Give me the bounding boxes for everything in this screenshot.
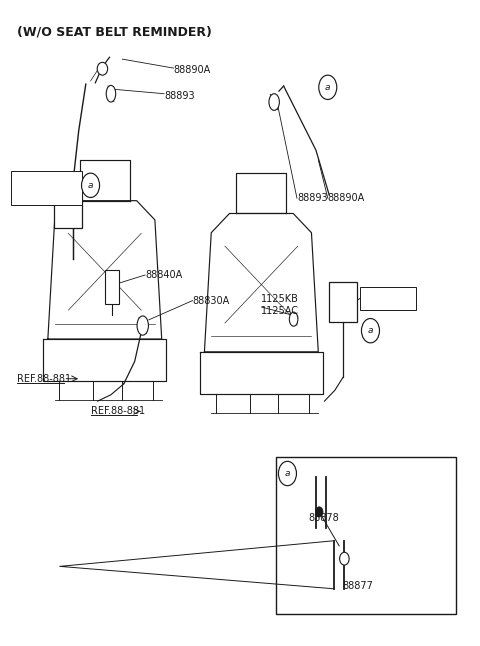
- Ellipse shape: [269, 94, 279, 110]
- Ellipse shape: [97, 63, 108, 75]
- Bar: [329, 282, 357, 322]
- Text: 88810C: 88810C: [362, 296, 400, 306]
- Text: 1125KB: 1125KB: [261, 294, 299, 304]
- Text: 88878: 88878: [309, 514, 339, 523]
- Ellipse shape: [106, 85, 116, 102]
- Bar: [105, 271, 119, 304]
- Circle shape: [82, 173, 99, 198]
- Ellipse shape: [137, 316, 148, 335]
- Circle shape: [319, 75, 337, 99]
- Circle shape: [315, 507, 323, 517]
- Text: 1125AC: 1125AC: [261, 306, 300, 317]
- Text: 88830A: 88830A: [192, 296, 230, 306]
- Text: 88893: 88893: [164, 90, 195, 101]
- Text: a: a: [368, 326, 373, 335]
- Text: a: a: [325, 83, 331, 92]
- Circle shape: [361, 318, 380, 343]
- Text: (W/O SEAT BELT REMINDER): (W/O SEAT BELT REMINDER): [17, 25, 212, 38]
- Text: 88890A: 88890A: [174, 65, 211, 75]
- Circle shape: [340, 552, 349, 565]
- Bar: [276, 457, 456, 614]
- Text: REF.88-881: REF.88-881: [17, 374, 71, 384]
- Text: 88820C: 88820C: [14, 190, 52, 200]
- Text: a: a: [88, 181, 93, 190]
- Text: a: a: [285, 469, 290, 478]
- Ellipse shape: [289, 312, 298, 326]
- Text: 88840A: 88840A: [145, 270, 182, 280]
- Text: 88893: 88893: [297, 193, 327, 203]
- Text: 88890A: 88890A: [328, 193, 365, 203]
- Circle shape: [278, 461, 297, 486]
- Text: REF.88-881: REF.88-881: [91, 406, 144, 417]
- Bar: [360, 287, 416, 310]
- Bar: [12, 171, 82, 205]
- Bar: [54, 195, 82, 228]
- Text: 88877: 88877: [342, 581, 373, 590]
